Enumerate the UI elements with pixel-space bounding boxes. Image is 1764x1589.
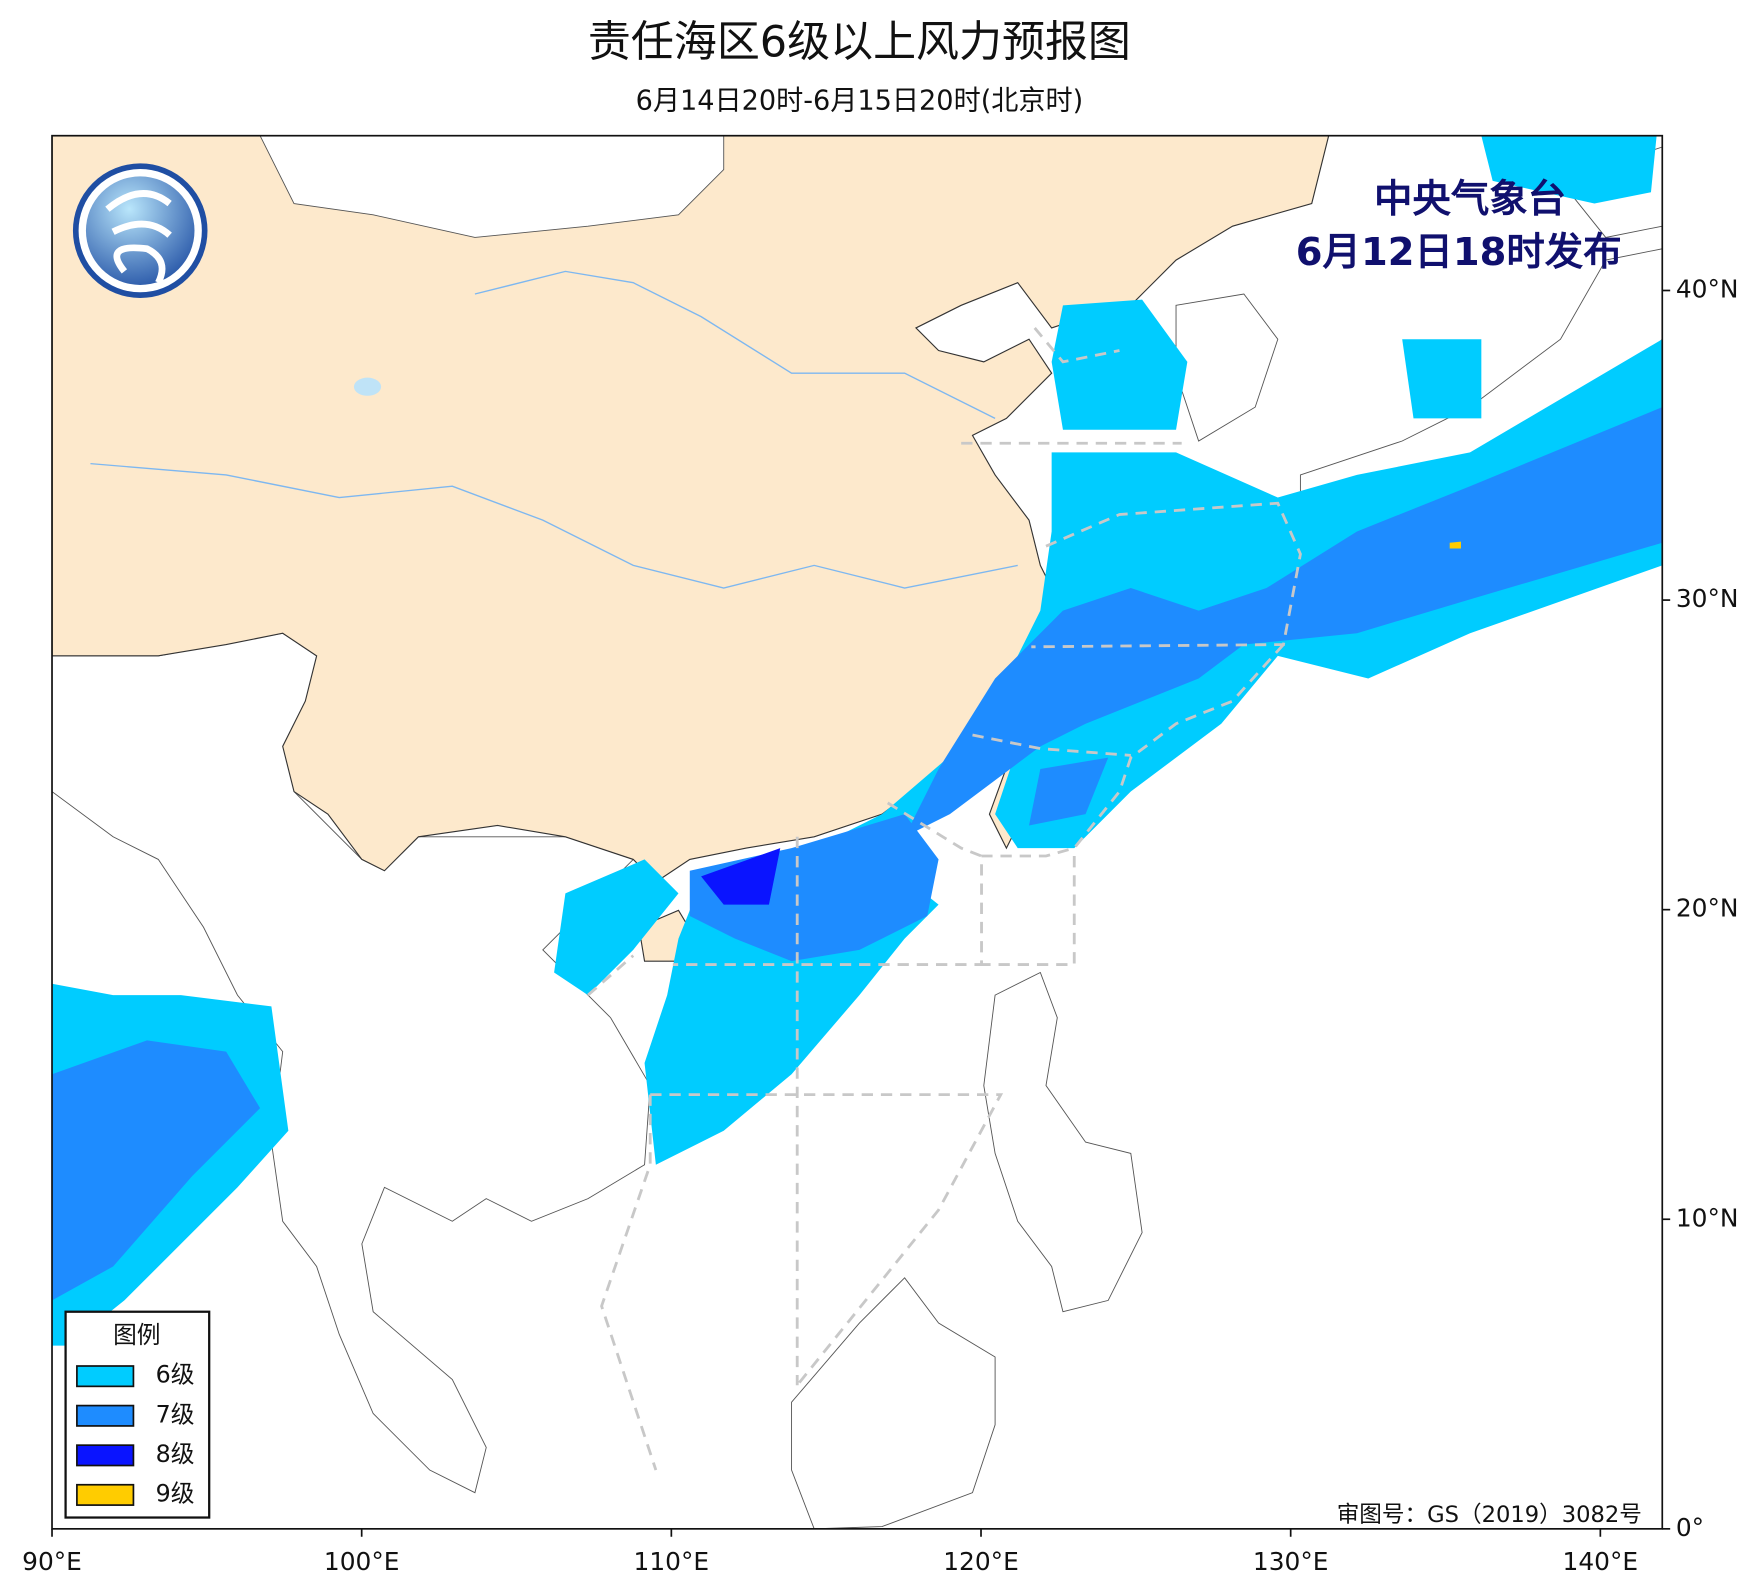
wind-area-level-6	[1402, 339, 1482, 419]
x-tick-label: 120°E	[943, 1547, 1019, 1576]
legend-label: 6级	[156, 1361, 195, 1389]
map-view: 责任海区6级以上风力预报图 6月14日20时-6月15日20时(北京时) 中央气…	[22, 18, 1738, 1576]
y-tick-label: 20°N	[1676, 894, 1739, 923]
legend-title: 图例	[113, 1321, 160, 1349]
legend-swatch	[76, 1483, 135, 1506]
map-title: 责任海区6级以上风力预报图	[588, 18, 1131, 68]
issuer-name: 中央气象台	[1374, 177, 1566, 222]
y-tick-label: 0°	[1676, 1513, 1704, 1542]
wind-area-level-7	[904, 407, 1663, 837]
borneo	[791, 1277, 996, 1529]
issuer-time: 6月12日18时发布	[1296, 230, 1622, 275]
wind-area-level-7	[689, 814, 939, 962]
y-tick-label: 40°N	[1676, 274, 1739, 303]
legend-swatch	[76, 1365, 135, 1388]
logo	[72, 163, 208, 298]
map-frame	[51, 134, 1664, 1530]
wind-area-level-8	[701, 848, 781, 905]
legend-label: 7级	[156, 1400, 195, 1428]
axes: 90°E 100°E 110°E 120°E 130°E 140°E 0° 10°N 20°N 3…	[22, 274, 1738, 1575]
logo-glyph	[105, 190, 172, 285]
legend-swatch	[76, 1404, 135, 1427]
map-area	[52, 135, 1663, 1529]
map-subtitle: 6月14日20时-6月15日20时(北京时)	[636, 85, 1084, 116]
philippines	[983, 971, 1143, 1313]
y-tick-label: 30°N	[1676, 584, 1739, 613]
wind-area-level-7	[1029, 757, 1109, 826]
x-tick-label: 110°E	[634, 1547, 710, 1576]
wind-area-level-6	[1051, 299, 1188, 430]
legend-label: 9级	[156, 1479, 195, 1507]
y-tick-label: 10°N	[1676, 1203, 1739, 1232]
wind-area-level-6	[554, 859, 679, 996]
credit: 审图号：GS（2019）3082号	[1337, 1502, 1642, 1528]
legend-label: 8级	[156, 1440, 195, 1468]
x-tick-label: 90°E	[22, 1547, 82, 1576]
river	[90, 270, 1018, 589]
x-tick-label: 130°E	[1253, 1547, 1329, 1576]
sea-area-boundary	[587, 327, 1302, 1471]
legend-swatch	[76, 1444, 135, 1467]
wind-area-level-7	[52, 1040, 261, 1301]
x-tick-label: 100°E	[324, 1547, 400, 1576]
lake	[353, 377, 382, 396]
mongolia	[259, 135, 725, 238]
legend: 图例 6级 7级 8级 9级	[64, 1310, 211, 1519]
wind-area-level-9	[1449, 541, 1461, 549]
wind-area-level-6	[1481, 135, 1657, 204]
x-tick-label: 140°E	[1563, 1547, 1639, 1576]
